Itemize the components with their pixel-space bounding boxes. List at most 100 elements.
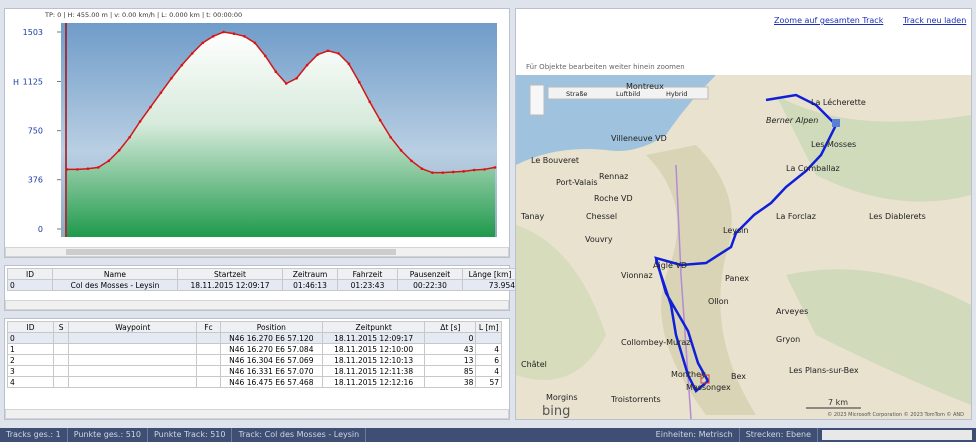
table-cell: 38: [424, 376, 477, 388]
profile-point: [347, 62, 351, 66]
map-label: Tanay: [520, 212, 544, 221]
table-cell: 01:23:43: [337, 279, 398, 291]
table-cell: 4: [6, 376, 55, 388]
profile-point: [107, 159, 111, 163]
table-cell: [196, 365, 221, 377]
map-label: Vionnaz: [621, 271, 653, 280]
map-copyright: © 2023 Microsoft Corporation © 2023 TomT…: [827, 411, 964, 418]
table-row[interactable]: 2 N46 16.304 E6 57.069 18.11.2015 12:10:13…: [6, 354, 502, 366]
status-item: Tracks ges.: 1: [0, 428, 68, 442]
map-label: Collombey-Muraz: [621, 338, 690, 347]
y-tick-label: 1125: [23, 78, 43, 87]
map-type-button[interactable]: Luftbild: [616, 90, 640, 98]
profile-point: [232, 32, 236, 36]
profile-chart: TP: 0 | H: 455.00 m | v: 0.00 km/h | L: …: [13, 11, 497, 237]
reload-link[interactable]: Track neu laden: [903, 16, 967, 25]
table-cell: 18.11.2015 12:10:13: [321, 354, 426, 366]
map-label: Vouvry: [585, 235, 613, 244]
profile-point: [493, 166, 497, 169]
table-cell: [68, 343, 198, 355]
profile-point: [410, 159, 413, 163]
table-row[interactable]: 0 Col des Mosses - Leysin 18.11.2015 12:09…: [7, 279, 518, 291]
map-label: Port-Valais: [556, 178, 598, 187]
profile-point: [316, 53, 319, 56]
map-label: Les Mosses: [811, 140, 856, 149]
profile-point: [159, 91, 163, 94]
profile-point: [431, 171, 434, 174]
map-label: Aigle VD: [653, 261, 687, 270]
table-cell: 0: [424, 332, 477, 344]
table-cell: 2: [6, 354, 55, 366]
map-label: Monthey: [671, 370, 706, 379]
tracks-table: ID Name Startzeit Zeitraum Fahrzeit Pausenzei…: [7, 268, 518, 291]
table-row[interactable]: 0 N46 16.270 E6 57.120 18.11.2015 12:09:17…: [6, 332, 502, 344]
profile-point: [420, 167, 424, 171]
table-cell: [196, 376, 221, 388]
table-cell: 00:22:30: [397, 279, 463, 291]
table-cell: 0: [6, 332, 55, 344]
map-label: Les Diablerets: [869, 212, 926, 221]
zoom-link[interactable]: Zoome auf gesamten Track: [774, 16, 884, 25]
horizontal-scrollbar[interactable]: [5, 409, 509, 419]
column-header: Startzeit: [177, 268, 283, 280]
map-label: Le Bouveret: [531, 156, 579, 165]
table-row[interactable]: 3 N46 16.331 E6 57.070 18.11.2015 12:11:38…: [6, 365, 502, 377]
horizontal-scrollbar[interactable]: [5, 247, 509, 257]
profile-point: [337, 52, 340, 55]
profile-point: [243, 35, 246, 38]
table-cell: 0: [7, 279, 53, 291]
profile-point: [295, 76, 298, 80]
profile-point: [86, 167, 90, 171]
y-axis-label: H: [13, 78, 19, 87]
profile-point: [138, 120, 142, 123]
column-header: S: [53, 321, 70, 333]
table-cell: 18.11.2015 12:11:38: [321, 365, 426, 377]
status-item: Punkte Track: 510: [148, 428, 233, 442]
table-row[interactable]: 1 N46 16.270 E6 57.084 18.11.2015 12:10:00…: [6, 343, 502, 355]
table-cell: N46 16.331 E6 57.070: [219, 365, 323, 377]
column-header: Länge [km]: [462, 268, 518, 280]
profile-area: [67, 32, 495, 237]
table-cell: 43: [424, 343, 477, 355]
map-hint: Für Objekte bearbeiten weiter hinein zoo…: [526, 63, 685, 71]
profile-point: [378, 118, 382, 122]
column-header: ID: [6, 321, 55, 333]
table-cell: 18.11.2015 12:12:16: [321, 376, 426, 388]
profile-header: TP: 0 | H: 455.00 m | v: 0.00 km/h | L: …: [44, 11, 242, 19]
table-cell: 3: [6, 365, 55, 377]
profile-point: [274, 70, 278, 74]
profile-point: [462, 170, 465, 173]
profile-point: [253, 41, 257, 45]
profile-point: [326, 49, 330, 53]
table-cell: [68, 332, 198, 344]
table-cell: N46 16.270 E6 57.084: [219, 343, 323, 355]
table-cell: 73.954: [462, 279, 518, 291]
profile-panel: TP: 0 | H: 455.00 m | v: 0.00 km/h | L: …: [4, 8, 510, 258]
map-label: La Forclaz: [776, 212, 816, 221]
map-label: Rennaz: [599, 172, 628, 181]
map-label: Ollon: [708, 297, 729, 306]
map-label: Châtel: [521, 360, 547, 369]
map-type-button[interactable]: Hybrid: [666, 90, 687, 98]
column-header: Waypoint: [68, 321, 198, 333]
status-item: Track: Col des Mosses - Leysin: [232, 428, 367, 442]
profile-point: [76, 168, 79, 171]
horizontal-scrollbar[interactable]: [5, 300, 509, 310]
profile-point: [472, 168, 476, 172]
status-bar: Tracks ges.: 1 Punkte ges.: 510 Punkte Tra…: [0, 428, 976, 442]
profile-point: [65, 168, 69, 171]
profile-point: [399, 149, 403, 152]
column-header: Fc: [196, 321, 221, 333]
column-header: Zeitraum: [282, 268, 338, 280]
waypoints-panel: ID S Waypoint Fc Position Zeitpunkt Δt [s] L [m…: [4, 318, 510, 420]
map-label: Panex: [725, 274, 749, 283]
table-cell: 4: [475, 365, 502, 377]
map-type-button[interactable]: Straße: [566, 90, 587, 98]
column-header: Name: [52, 268, 178, 280]
table-row[interactable]: 4 N46 16.475 E6 57.468 18.11.2015 12:12:16…: [6, 376, 502, 388]
profile-point: [389, 135, 392, 139]
map-label: Gryon: [776, 335, 800, 344]
map-label: Roche VD: [594, 194, 633, 203]
table-cell: 1: [6, 343, 55, 355]
